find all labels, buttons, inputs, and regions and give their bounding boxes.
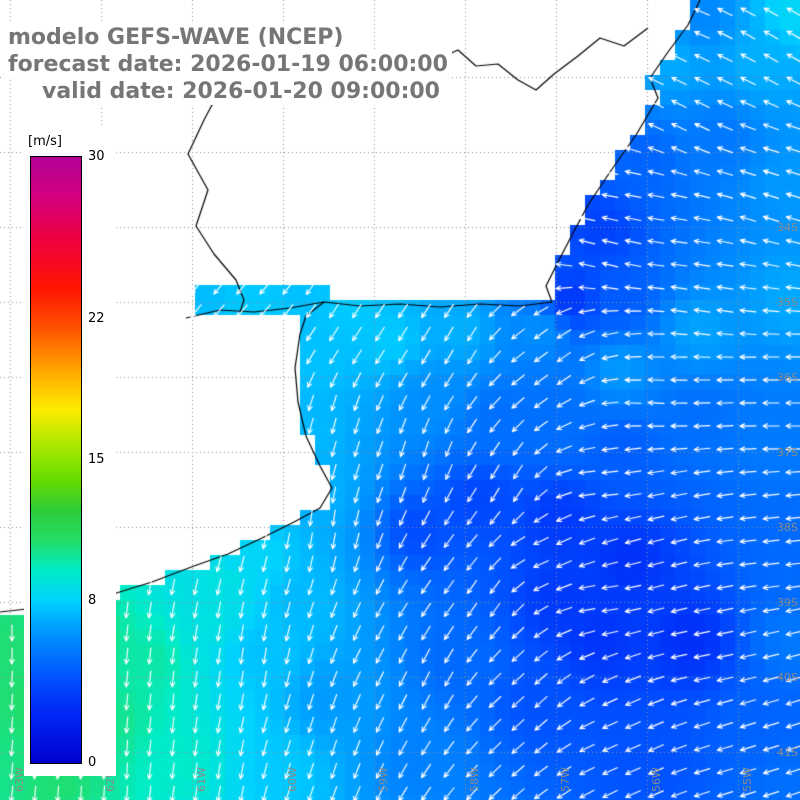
colorbar-tick-label: 15 [88,452,105,467]
colorbar-tick-label: 30 [88,149,105,164]
colorbar-tick-label: 8 [88,593,97,608]
colorbar-gradient [30,156,82,764]
colorbar-tick-label: 22 [88,311,105,326]
colorbar: [m/s] 30 22 15 8 0 [24,128,116,776]
colorbar-unit-label: [m/s] [28,134,62,149]
colorbar-tick-label: 0 [88,755,97,770]
title-block: modelo GEFS-WAVE (NCEP) forecast date: 2… [4,24,452,105]
forecast-date: forecast date: 2026-01-19 06:00:00 [4,51,452,78]
valid-date: valid date: 2026-01-20 09:00:00 [38,78,444,105]
model-title: modelo GEFS-WAVE (NCEP) [4,24,348,51]
